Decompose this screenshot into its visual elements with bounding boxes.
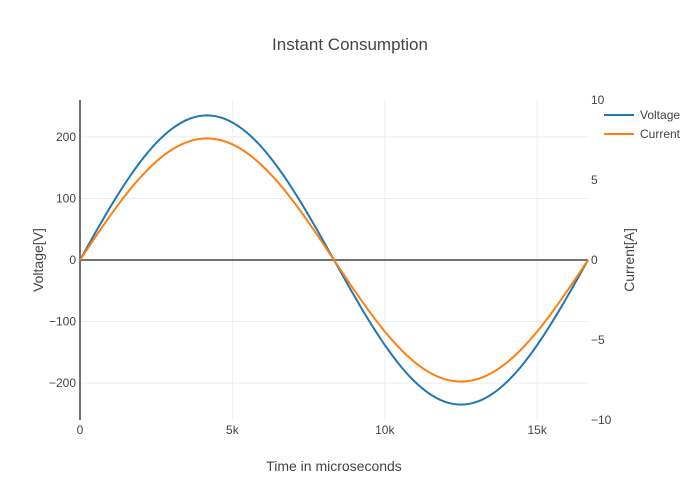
x-tick-label: 15k bbox=[528, 423, 548, 437]
y-left-tick-label: −100 bbox=[49, 315, 76, 329]
y-left-tick-label: 200 bbox=[56, 130, 76, 144]
y-right-tick-label: 5 bbox=[591, 173, 598, 187]
y-left-tick-label: −200 bbox=[49, 376, 76, 390]
series-layer bbox=[79, 114, 589, 406]
y-right-tick-label: −5 bbox=[591, 333, 605, 347]
legend[interactable]: Voltage Current bbox=[604, 108, 681, 141]
y-right-tick-label: −10 bbox=[591, 413, 612, 427]
y-right-tick-label: 0 bbox=[591, 253, 598, 267]
legend-label: Voltage bbox=[640, 108, 680, 122]
legend-label: Current bbox=[640, 127, 681, 141]
chart-title: Instant Consumption bbox=[272, 35, 428, 54]
y-right-tick-label: 10 bbox=[591, 93, 605, 107]
x-axis-label: Time in microseconds bbox=[266, 458, 402, 474]
grid bbox=[80, 100, 588, 420]
legend-item-current[interactable]: Current bbox=[604, 127, 681, 141]
y-left-tick-label: 100 bbox=[56, 191, 76, 205]
y-right-axis-label: Current[A] bbox=[621, 228, 637, 292]
x-tick-label: 0 bbox=[77, 423, 84, 437]
y-left-tick-label: 0 bbox=[69, 253, 76, 267]
series-line-current bbox=[79, 137, 589, 383]
y-left-axis-label: Voltage[V] bbox=[30, 228, 46, 292]
x-tick-label: 5k bbox=[226, 423, 240, 437]
ticks: 0 5k 10k 15k −200 −100 0 100 200 −10 −5 0 5 10 bbox=[49, 93, 612, 437]
x-tick-label: 10k bbox=[375, 423, 395, 437]
legend-item-voltage[interactable]: Voltage bbox=[604, 108, 680, 122]
